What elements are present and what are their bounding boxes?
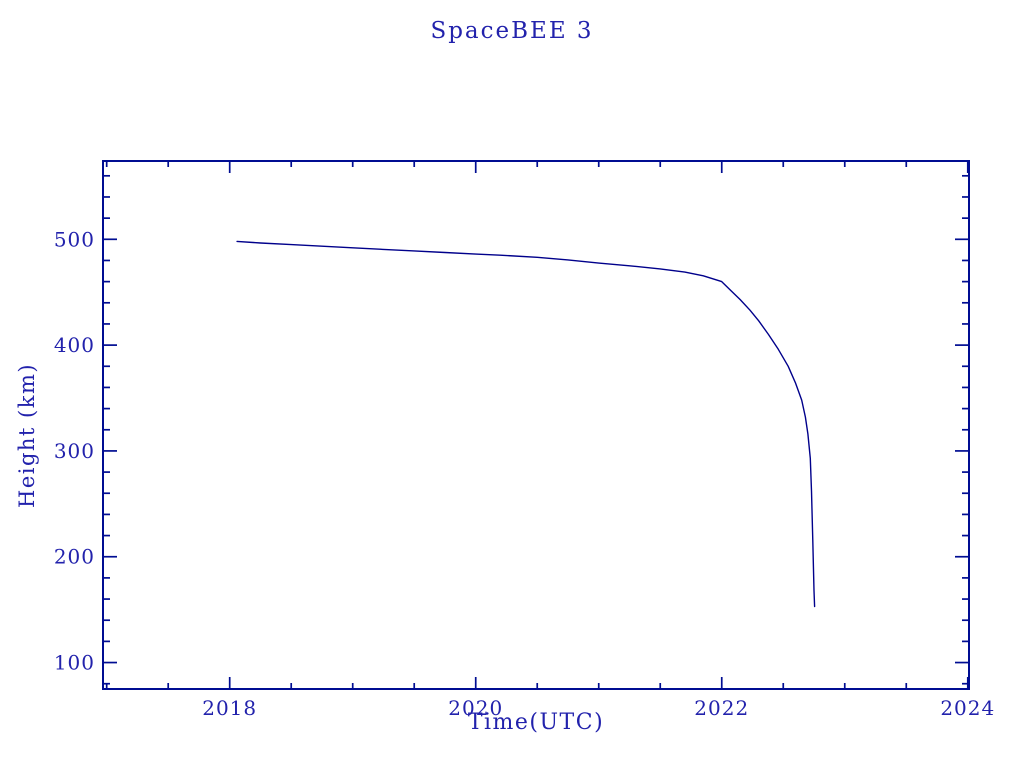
y-tick-label: 300: [54, 439, 95, 463]
x-tick-label: 2022: [694, 696, 749, 720]
height-decay-curve: [236, 240, 816, 608]
plot-frame: [102, 160, 970, 690]
x-tick-label: 2018: [202, 696, 257, 720]
x-axis-title: Time(UTC): [467, 710, 605, 735]
chart-title: SpaceBEE 3: [430, 18, 594, 44]
y-tick-label: 200: [54, 545, 95, 569]
y-tick-label: 400: [54, 333, 95, 357]
y-tick-label: 100: [54, 651, 95, 675]
x-tick-label: 2024: [940, 696, 995, 720]
y-tick-label: 500: [54, 227, 95, 251]
x-tick-label: 2020: [448, 696, 503, 720]
